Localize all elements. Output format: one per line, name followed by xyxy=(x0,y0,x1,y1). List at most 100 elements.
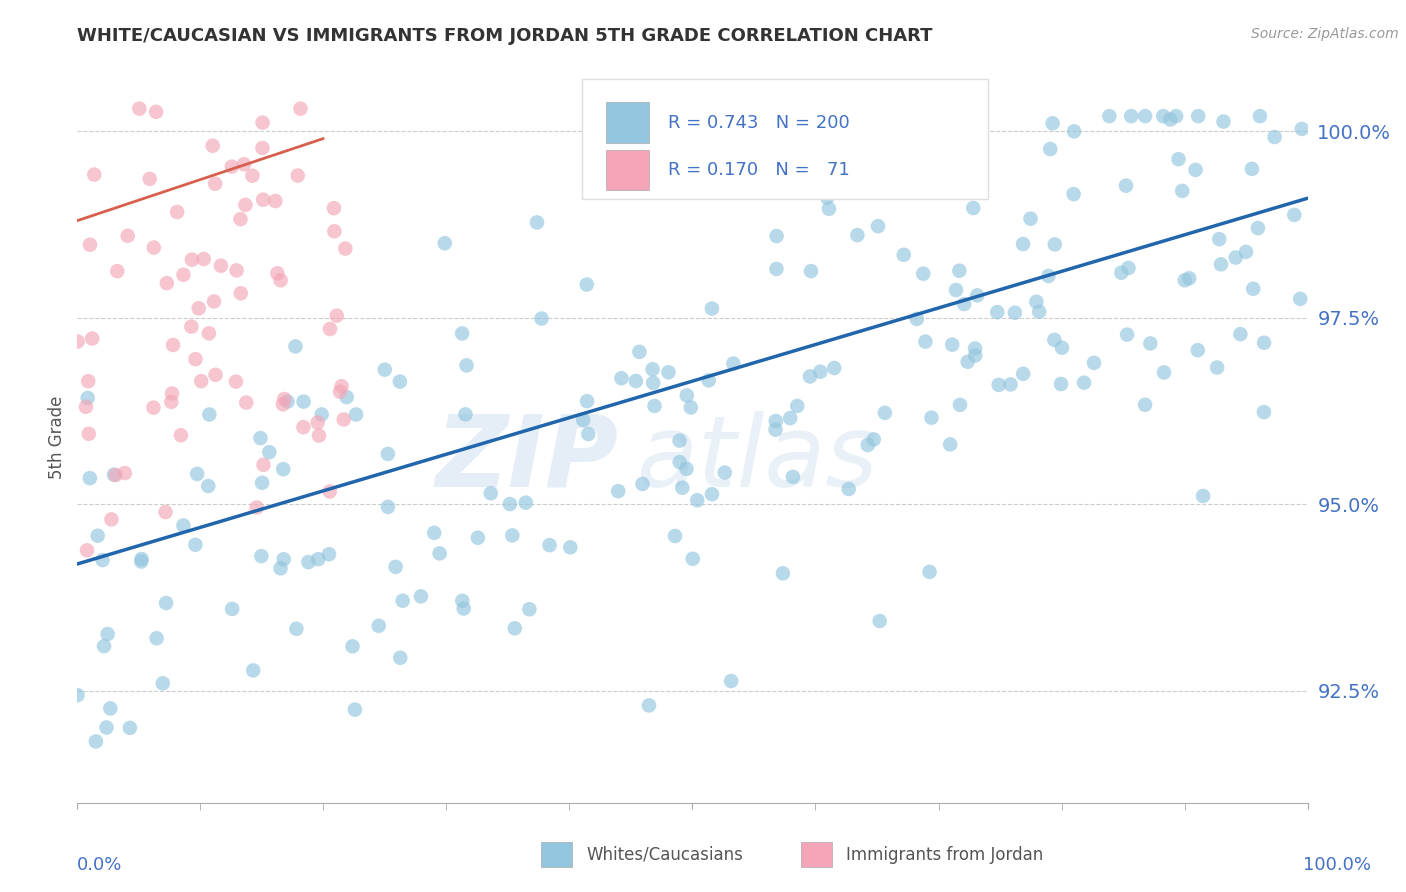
Point xyxy=(572,413,595,427)
Point xyxy=(198,408,221,422)
Point xyxy=(934,145,956,159)
Point xyxy=(1187,343,1209,358)
Point xyxy=(912,267,935,281)
Point xyxy=(193,252,215,266)
Point xyxy=(956,355,979,369)
Point xyxy=(682,551,704,566)
Point xyxy=(454,408,477,422)
Point xyxy=(1098,109,1121,123)
Point xyxy=(91,553,114,567)
Point xyxy=(377,447,399,461)
Point xyxy=(308,428,330,442)
Point xyxy=(1039,142,1062,156)
Point xyxy=(66,334,89,349)
Point xyxy=(172,268,194,282)
Point xyxy=(1167,152,1189,166)
Point xyxy=(1050,376,1073,391)
Point xyxy=(700,301,723,316)
Point xyxy=(252,458,274,472)
Point xyxy=(953,297,976,311)
Point xyxy=(344,408,367,422)
Text: ZIP: ZIP xyxy=(436,410,619,508)
Point xyxy=(914,334,936,349)
Point xyxy=(1264,130,1286,145)
Point xyxy=(675,388,697,402)
Point xyxy=(319,322,342,336)
Point xyxy=(631,477,654,491)
Point xyxy=(576,427,599,442)
Point xyxy=(264,194,287,208)
Point xyxy=(1208,232,1230,246)
Point xyxy=(389,650,412,665)
Point xyxy=(1139,336,1161,351)
Point xyxy=(499,497,522,511)
Point xyxy=(1043,333,1066,347)
Point xyxy=(772,566,794,581)
Point xyxy=(307,552,329,566)
Point xyxy=(79,471,101,485)
Point xyxy=(105,264,128,278)
Point xyxy=(229,286,252,301)
Point xyxy=(519,602,541,616)
Point xyxy=(966,288,988,302)
Point xyxy=(318,547,340,561)
Point xyxy=(800,264,823,278)
Point xyxy=(765,262,787,277)
Point xyxy=(83,168,105,182)
Point xyxy=(668,434,690,448)
Point xyxy=(246,500,269,515)
Point xyxy=(1063,124,1085,138)
Point xyxy=(451,326,474,341)
Point xyxy=(1042,116,1064,130)
Point xyxy=(453,601,475,615)
Point xyxy=(779,411,801,425)
Point xyxy=(242,664,264,678)
Point xyxy=(1000,377,1022,392)
Point xyxy=(1012,367,1035,381)
Point xyxy=(664,529,686,543)
Point xyxy=(142,241,165,255)
Point xyxy=(292,420,315,434)
Point xyxy=(643,376,665,390)
Point xyxy=(1247,221,1270,235)
Point xyxy=(610,371,633,385)
Point xyxy=(1004,306,1026,320)
Point xyxy=(1187,109,1209,123)
Point xyxy=(252,141,274,155)
Point xyxy=(76,543,98,558)
Point xyxy=(808,365,831,379)
Point xyxy=(100,512,122,526)
Text: 0.0%: 0.0% xyxy=(77,856,122,874)
Point xyxy=(98,701,121,715)
Point xyxy=(84,734,107,748)
Point xyxy=(720,673,742,688)
Point xyxy=(1178,271,1201,285)
Point xyxy=(918,565,941,579)
Point xyxy=(250,549,273,563)
Point xyxy=(423,525,446,540)
Point xyxy=(156,276,179,290)
Point xyxy=(184,352,207,367)
Point xyxy=(221,160,243,174)
Point xyxy=(818,202,841,216)
Point xyxy=(1206,360,1229,375)
Point xyxy=(1253,405,1275,419)
Point xyxy=(1083,356,1105,370)
Point xyxy=(204,177,226,191)
Point xyxy=(160,386,183,401)
Point xyxy=(377,500,399,514)
Point xyxy=(1115,178,1137,193)
Point xyxy=(229,212,252,227)
Point xyxy=(679,401,702,415)
Point xyxy=(155,596,177,610)
Point xyxy=(266,266,288,280)
Point xyxy=(104,468,127,483)
Point xyxy=(538,538,561,552)
Point xyxy=(1116,327,1139,342)
Point xyxy=(963,342,986,356)
Point xyxy=(172,518,194,533)
Point xyxy=(671,481,693,495)
Point xyxy=(433,236,456,251)
Point xyxy=(235,198,257,212)
Point xyxy=(145,104,167,119)
